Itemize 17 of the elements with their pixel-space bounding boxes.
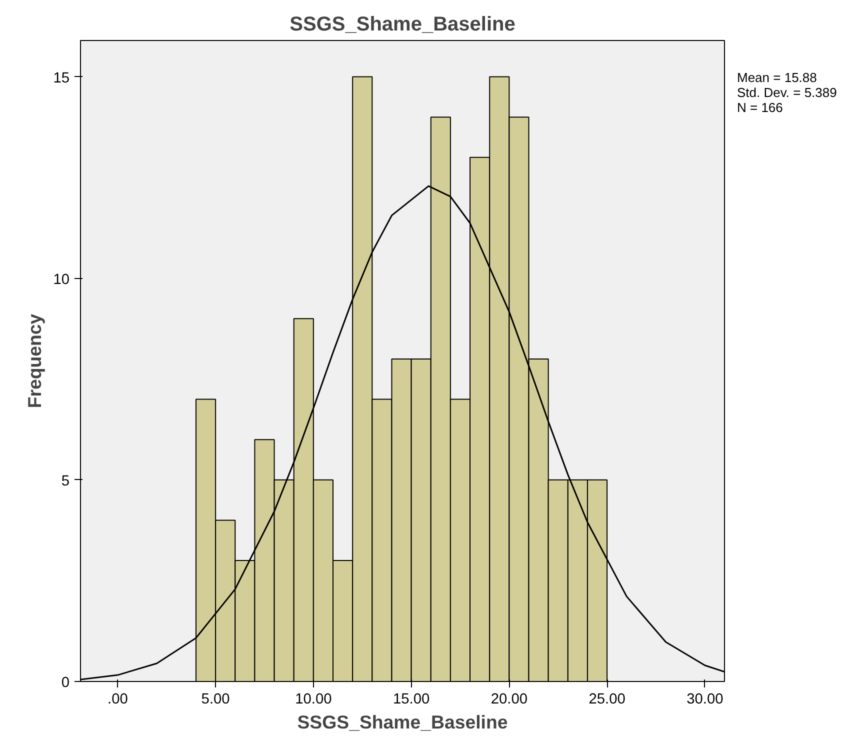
y-tick-label: 0 xyxy=(61,675,70,691)
y-axis-title: Frequency xyxy=(24,313,46,408)
y-tick-label: 5 xyxy=(61,473,70,490)
x-tick-label: 25.00 xyxy=(588,692,626,708)
x-axis-title: SSGS_Shame_Baseline xyxy=(297,712,508,732)
text: Mean = 15.88 xyxy=(737,70,818,85)
x-tick-label: 10.00 xyxy=(295,692,332,708)
x-tick-label: 20.00 xyxy=(490,692,528,708)
x-tick-label: 30.00 xyxy=(686,692,724,708)
y-tick-label: 15 xyxy=(53,70,70,86)
text: N = 166 xyxy=(737,100,784,115)
y-tick-label: 10 xyxy=(53,272,70,288)
x-tick-label: 15.00 xyxy=(392,692,430,708)
text: Std. Dev. = 5.389 xyxy=(737,85,837,100)
x-tick-label: 5.00 xyxy=(201,692,230,708)
chart-title: SSGS_Shame_Baseline xyxy=(290,14,516,36)
x-tick-label: .00 xyxy=(108,692,128,708)
